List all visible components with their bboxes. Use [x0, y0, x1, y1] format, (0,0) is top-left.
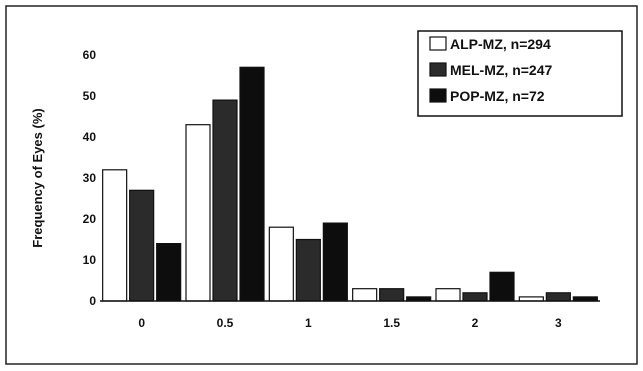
- legend-label-pop: POP-MZ, n=72: [450, 88, 545, 104]
- legend-label-mel: MEL-MZ, n=247: [450, 62, 553, 78]
- y-tick-label: 60: [83, 48, 97, 62]
- legend-label-alp: ALP-MZ, n=294: [450, 36, 551, 52]
- y-tick-label: 30: [83, 171, 97, 185]
- bar-mel-1: [212, 99, 238, 302]
- x-tick-label: 0: [138, 316, 145, 330]
- legend-swatch-alp: [429, 36, 447, 51]
- bar-pop-1: [239, 66, 265, 302]
- bar-mel-2: [295, 238, 321, 302]
- bar-mel-0: [129, 189, 155, 302]
- bar-mel-4: [462, 292, 488, 302]
- y-tick-label: 10: [83, 253, 97, 267]
- x-tick-label: 2: [472, 316, 479, 330]
- bar-mel-3: [379, 288, 405, 302]
- x-tick-label: 1: [305, 316, 312, 330]
- x-tick-label: 1.5: [383, 316, 400, 330]
- bars-group: [102, 66, 598, 302]
- bar-alp-4: [435, 288, 461, 302]
- x-axis-tick-labels: 0 0.5 1 1.5 2 3: [138, 316, 562, 330]
- bar-pop-4: [489, 271, 515, 302]
- x-tick-label: 0.5: [217, 316, 234, 330]
- legend-swatch-mel: [429, 62, 447, 77]
- bar-pop-0: [156, 243, 182, 302]
- y-axis-ticks: 0 10 20 30 40 50 60: [83, 48, 97, 308]
- bar-pop-2: [322, 222, 348, 302]
- bar-alp-3: [352, 288, 378, 302]
- y-tick-label: 0: [89, 294, 96, 308]
- y-tick-label: 40: [83, 130, 97, 144]
- legend-box: [417, 30, 623, 117]
- bar-alp-1: [185, 124, 211, 302]
- bar-alp-2: [268, 226, 294, 302]
- y-axis-label: Frequency of Eyes (%): [30, 108, 45, 247]
- bar-mel-5: [545, 292, 571, 302]
- y-tick-label: 20: [83, 212, 97, 226]
- bar-alp-0: [102, 169, 128, 302]
- y-tick-label: 50: [83, 89, 97, 103]
- x-tick-label: 3: [555, 316, 562, 330]
- legend-swatch-pop: [429, 88, 447, 103]
- legend: ALP-MZ, n=294 MEL-MZ, n=247 POP-MZ, n=72: [417, 30, 623, 117]
